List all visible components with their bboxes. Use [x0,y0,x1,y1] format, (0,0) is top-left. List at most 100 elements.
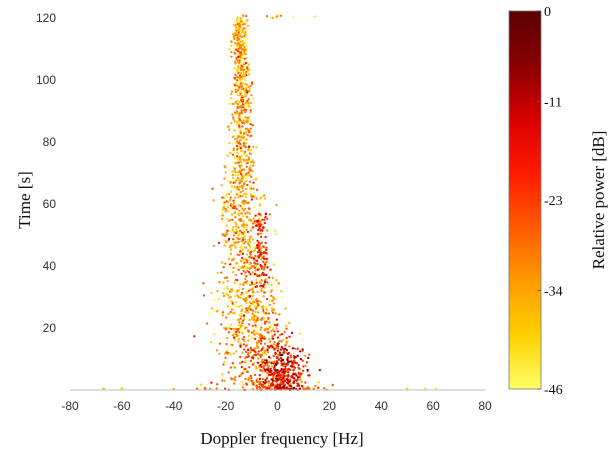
scatter-point [237,340,240,343]
scatter-point [218,352,221,355]
scatter-point [276,349,279,352]
scatter-point [232,225,235,229]
scatter-point [233,51,236,54]
scatter-point [238,232,241,236]
scatter-point [245,383,249,386]
scatter-point [275,279,278,282]
scatter-point [260,288,263,291]
scatter-point [249,193,253,196]
scatter-point [289,384,292,388]
scatter-point [252,161,255,164]
scatter-point [258,248,261,252]
scatter-point [256,302,259,305]
scatter-point [237,285,241,289]
scatter-point [229,208,233,211]
scatter-point [239,237,242,240]
scatter-point [265,257,268,261]
scatter-point [216,289,219,293]
scatter-point [221,196,224,199]
scatter-point [261,256,264,259]
scatter-point [253,314,256,317]
scatter-point [240,231,244,234]
scatter-point [237,188,241,191]
scatter-point [262,226,265,229]
scatter-point [236,106,240,109]
scatter-point [277,375,281,378]
scatter-point [240,245,243,248]
scatter-point [249,164,252,167]
scatter-point [249,127,252,130]
scatter-point [273,323,277,327]
scatter-point [265,361,269,364]
scatter-point [260,279,263,282]
scatter-point [234,31,237,35]
scatter-point [221,379,224,382]
scatter-point [230,230,233,234]
scatter-point [236,289,239,292]
scatter-point [236,89,240,92]
scatter-point [260,318,263,322]
scatter-point [230,378,234,381]
scatter-point [260,196,263,199]
scatter-point [298,332,302,335]
scatter-point [240,233,243,237]
scatter-point [232,266,235,269]
scatter-point [289,354,292,357]
scatter-point [231,311,235,314]
scatter-point [251,159,254,162]
scatter-point [238,61,241,65]
scatter-point [234,181,237,184]
scatter-point [226,287,229,290]
scatter-point [275,356,278,359]
scatter-point [228,141,231,145]
scatter-point [239,40,242,44]
scatter-point [322,386,326,390]
scatter-point [225,276,228,279]
scatter-point [251,312,254,315]
scatter-point [245,175,248,178]
scatter-point [266,229,269,232]
scatter-point [267,283,270,286]
scatter-point [277,282,280,285]
scatter-point [230,190,233,193]
scatter-point [243,74,246,77]
scatter-point [236,173,239,177]
scatter-point [251,309,255,312]
scatter-point [245,34,248,37]
scatter-point [271,335,274,338]
scatter-point [263,368,266,371]
scatter-point [241,194,244,198]
scatter-point [251,124,254,127]
scatter-point [234,129,237,132]
scatter-point [228,192,231,196]
scatter-point [275,379,278,383]
scatter-point [232,35,236,38]
scatter-point [249,229,253,232]
scatter-point [255,331,258,334]
scatter-point [241,386,244,389]
scatter-point [314,384,317,388]
scatter-point [248,129,251,133]
scatter-point [253,261,256,264]
scatter-point [236,196,240,199]
y-axis-ticks: 20 40 60 80 100 120 [36,11,56,335]
scatter-point [265,246,268,249]
scatter-point [224,328,228,331]
scatter-point [239,55,242,59]
x-tick-label: 80 [478,399,492,413]
scatter-point [210,291,213,295]
scatter-point [235,58,238,61]
scatter-point [271,16,274,20]
scatter-point [279,369,282,372]
scatter-point [278,386,281,389]
scatter-point [246,24,250,27]
scatter-point [234,37,237,40]
scatter-point [234,173,237,177]
scatter-point [229,151,232,155]
scatter-point [247,355,250,358]
scatter-point [202,294,206,297]
scatter-point [282,368,285,371]
scatter-point [260,353,263,356]
scatter-point [223,379,226,383]
scatter-point [304,381,307,384]
